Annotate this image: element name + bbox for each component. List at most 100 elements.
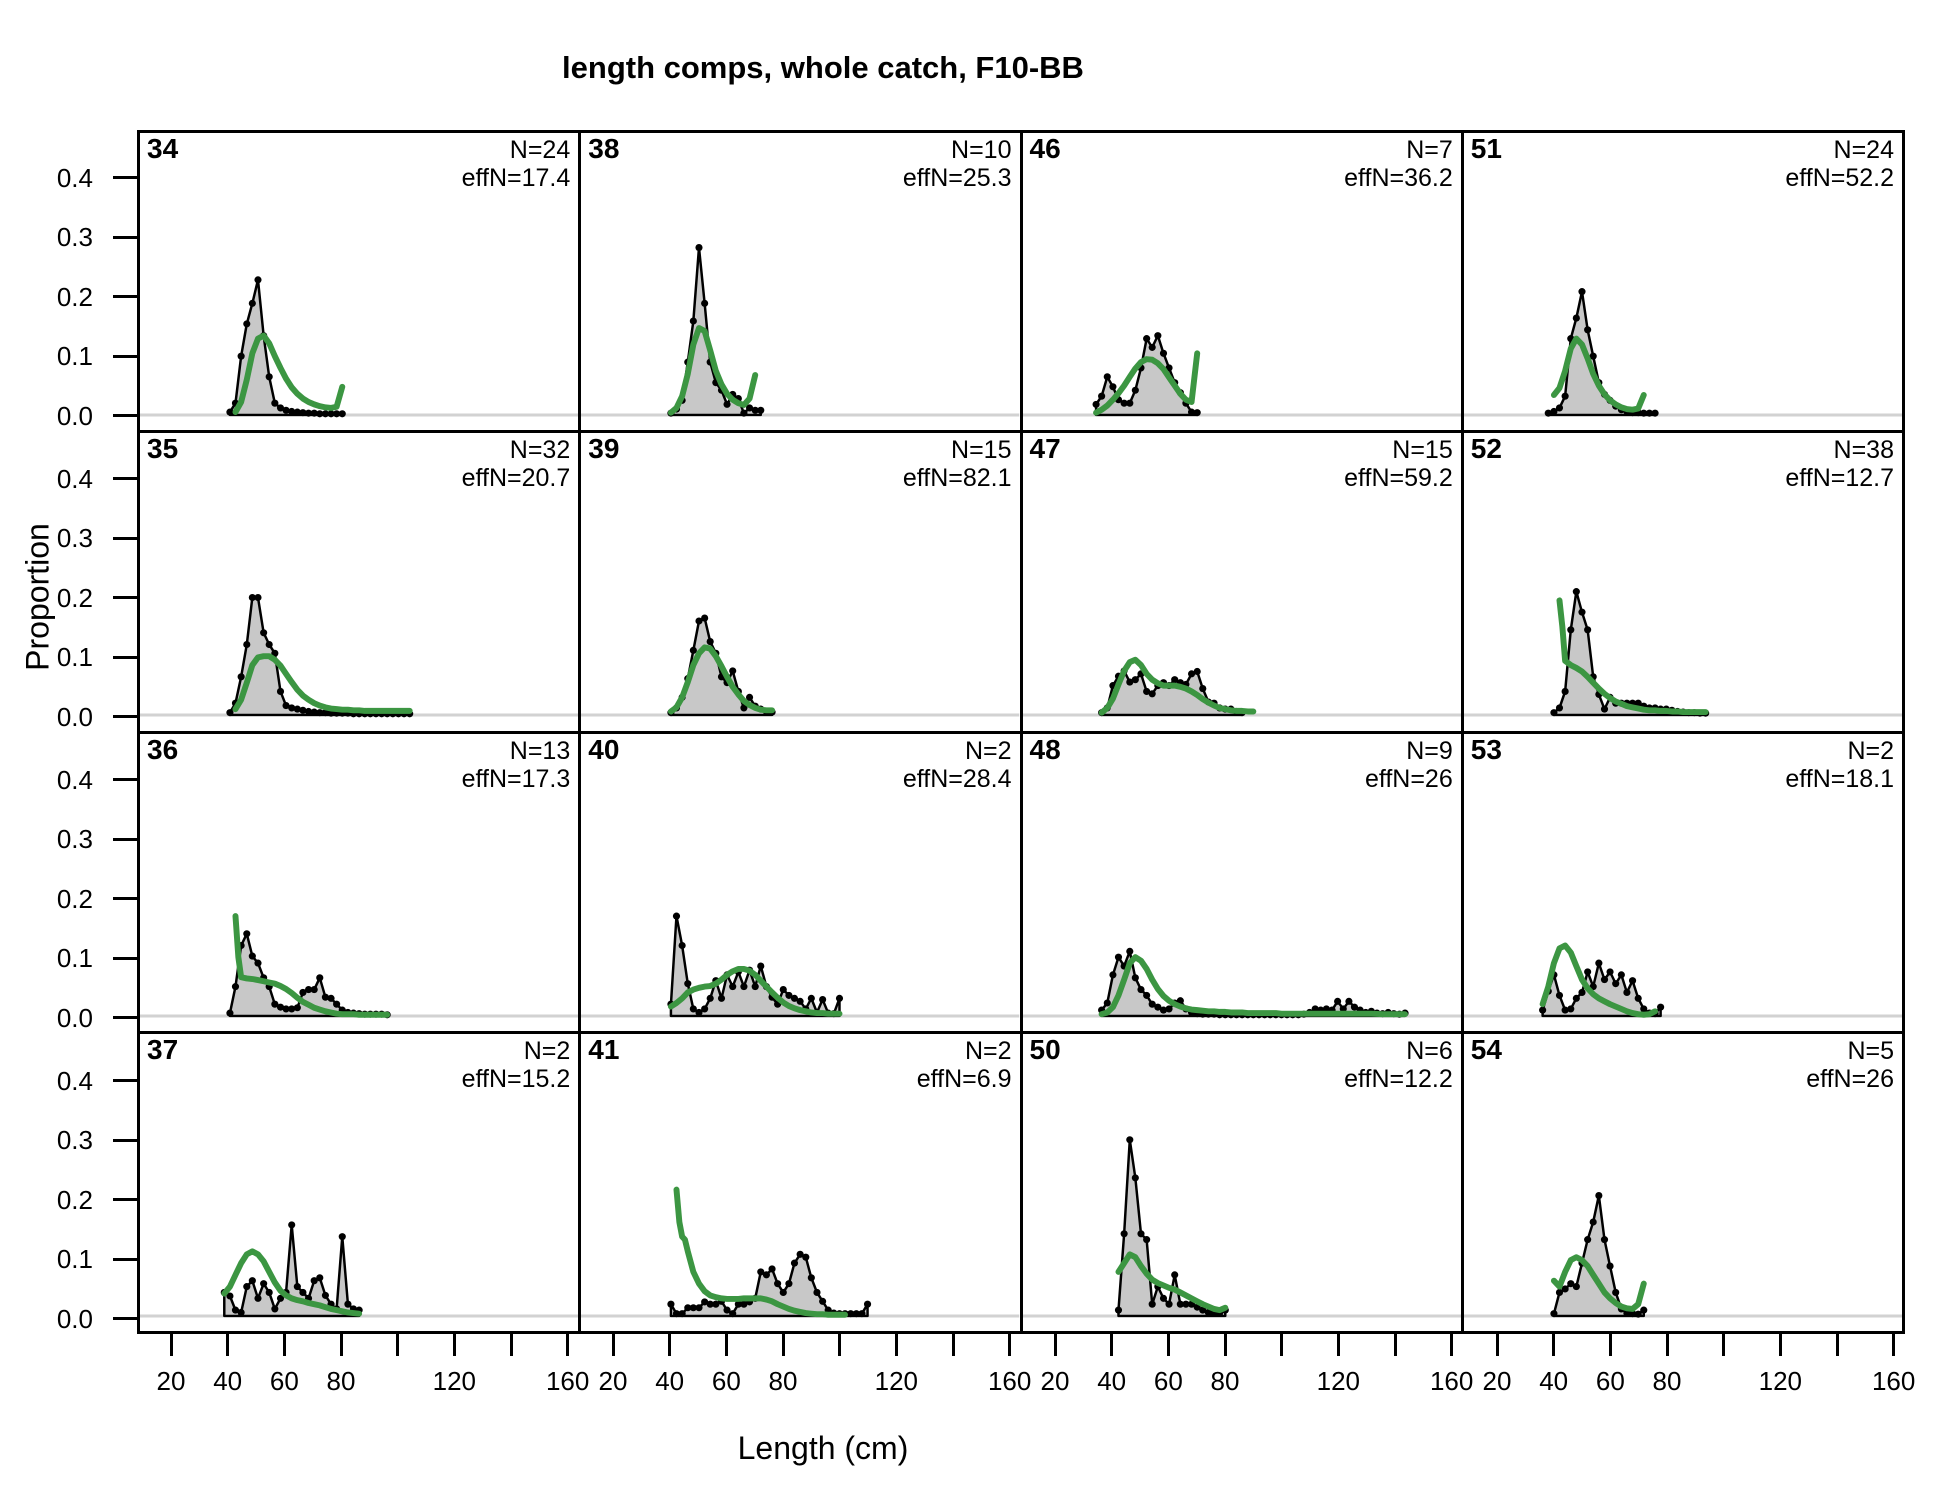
panel-n-label: N=13 <box>509 736 571 765</box>
observed-point <box>333 1000 341 1008</box>
panel-effn-label: effN=6.9 <box>916 1064 1012 1093</box>
observed-point <box>779 1288 788 1296</box>
observed-point <box>1108 970 1116 978</box>
observed-point <box>1142 335 1150 343</box>
observed-point <box>327 410 335 418</box>
y-tick-label: 0.0 <box>56 1303 93 1334</box>
x-tick-mark <box>226 1334 230 1356</box>
observed-point <box>1148 690 1156 698</box>
y-tick-mark <box>113 897 137 901</box>
expected-line <box>673 1186 849 1318</box>
x-tick-label: 40 <box>213 1366 243 1396</box>
y-tick-label: 0.4 <box>56 162 93 193</box>
panel-n-label: N=15 <box>1392 436 1453 465</box>
observed-point <box>1645 409 1653 417</box>
observed-point <box>299 988 307 996</box>
observed-point <box>701 299 709 307</box>
panel-stats: N=9 effN=26 <box>1365 737 1453 793</box>
observed-point <box>1187 670 1195 678</box>
observed-point <box>243 641 251 649</box>
panel-stats: N=2 effN=18.1 <box>1785 737 1894 793</box>
panel-plot-38 <box>581 243 1020 417</box>
x-tick-label: 120 <box>1758 1366 1803 1396</box>
observed-point <box>847 1309 855 1317</box>
panel-effn-label: effN=59.2 <box>1344 464 1453 493</box>
expected-line <box>1550 335 1647 413</box>
y-tick-label: 0.2 <box>56 1184 93 1215</box>
observed-point <box>248 952 256 960</box>
x-tick-mark <box>1835 1334 1839 1356</box>
x-tick-label: 80 <box>1652 1366 1682 1396</box>
observed-point <box>282 702 290 710</box>
expected-line <box>232 912 391 1018</box>
panel-effn-label: effN=82.1 <box>902 464 1012 493</box>
observed-point <box>853 1309 861 1317</box>
panel-39: 39 N=15 effN=82.1 <box>581 433 1023 734</box>
observed-point <box>293 1003 301 1011</box>
y-tick-label: 0.1 <box>56 642 93 673</box>
x-tick-label: 120 <box>1316 1366 1361 1396</box>
observed-point <box>796 1250 804 1258</box>
observed-point <box>819 995 827 1003</box>
observed-point <box>774 1279 782 1287</box>
observed-point <box>1136 985 1145 993</box>
observed-point <box>729 1309 737 1317</box>
panel-label: 39 <box>588 433 620 465</box>
observed-point <box>1333 997 1341 1005</box>
observed-point <box>1120 399 1128 407</box>
observed-point <box>1606 967 1614 975</box>
panel-effn-label: effN=25.3 <box>902 164 1012 192</box>
panel-plot-35 <box>140 594 579 718</box>
panel-label: 51 <box>1470 133 1502 164</box>
observed-point <box>1617 970 1625 978</box>
panel-effn-label: effN=36.2 <box>1344 164 1453 192</box>
observed-point <box>751 406 760 414</box>
panel-47: 47 N=15 effN=59.2 <box>1022 433 1464 734</box>
observed-point <box>1628 976 1636 984</box>
observed-point <box>1159 1294 1167 1302</box>
panel-stats: N=24 effN=52.2 <box>1785 136 1894 192</box>
x-tick-mark <box>1008 1334 1012 1356</box>
panel-plot-48 <box>1022 947 1461 1018</box>
observed-point <box>678 941 686 949</box>
observed-point <box>226 408 234 416</box>
observed-point <box>684 979 692 987</box>
observed-point <box>276 404 285 412</box>
panel-53: 53 N=2 effN=18.1 <box>1463 733 1905 1034</box>
observed-polygon <box>1094 334 1198 417</box>
observed-point <box>740 982 748 990</box>
panel-effn-label: effN=17.4 <box>461 164 571 192</box>
observed-point <box>1193 409 1201 417</box>
observed-point <box>1148 1300 1156 1308</box>
observed-point <box>757 962 765 970</box>
x-axis: 20 40 60 80 120 160 20 40 60 80 120 160 20 40 60 80 120 1… <box>137 1334 1915 1434</box>
observed-point <box>254 959 262 967</box>
observed-point <box>321 410 329 418</box>
y-tick-label: 0.2 <box>56 582 93 613</box>
observed-point <box>271 399 279 407</box>
expected-line <box>668 325 759 416</box>
panel-37: 37 N=2 effN=15.2 <box>140 1033 582 1334</box>
y-tick-mark <box>113 354 137 358</box>
panel-plot-51 <box>1463 288 1902 417</box>
observed-point <box>1103 998 1111 1007</box>
panel-52: 52 N=38 effN=12.7 <box>1463 433 1905 734</box>
y-tick-label: 0.4 <box>56 764 93 795</box>
observed-point <box>757 1268 765 1276</box>
y-tick-mark <box>113 1317 137 1321</box>
observed-point <box>333 410 341 418</box>
observed-point <box>1606 1262 1614 1270</box>
observed-point <box>1595 1191 1603 1199</box>
observed-point <box>1114 1306 1122 1314</box>
observed-point <box>310 1276 318 1284</box>
observed-point <box>260 629 268 637</box>
observed-point <box>1131 386 1139 394</box>
observed-point <box>757 406 765 414</box>
observed-point <box>1572 1282 1580 1290</box>
y-tick-label: 0.2 <box>56 281 93 312</box>
observed-point <box>321 1291 329 1299</box>
panel-label: 37 <box>147 1033 179 1065</box>
observed-point <box>1125 947 1133 955</box>
observed-point <box>1164 1300 1173 1308</box>
